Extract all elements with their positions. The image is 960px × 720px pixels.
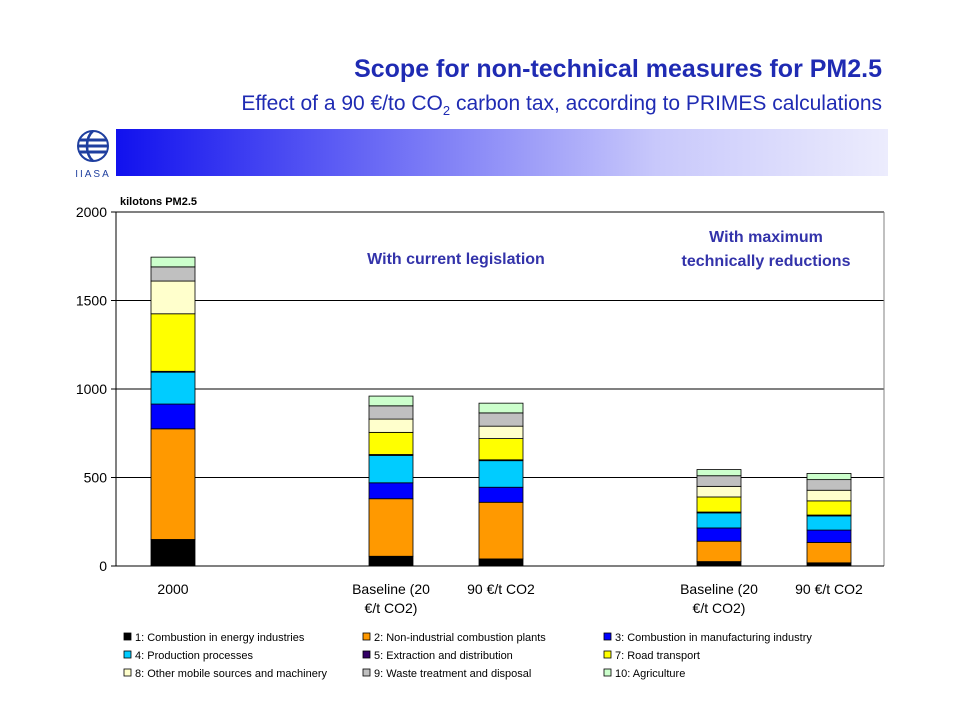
- bar-segment: [696, 512, 742, 529]
- legend-swatch: [603, 632, 612, 641]
- bar-segment: [806, 515, 852, 531]
- subtitle-pre: Effect of a 90 €/to CO: [241, 92, 443, 115]
- bar-segment: [368, 498, 414, 557]
- x-tick-label: Baseline (20: [352, 581, 430, 597]
- bar-segment: [806, 473, 852, 481]
- bar-segment: [368, 431, 414, 455]
- y-axis-label: kilotons PM2.5: [120, 196, 197, 208]
- bar-segment: [806, 542, 852, 564]
- bar-segment: [150, 266, 196, 282]
- legend-entry: 10: Agriculture: [615, 668, 685, 680]
- legend-swatch: [362, 668, 371, 677]
- bar-segment: [478, 486, 524, 503]
- legend-swatch: [123, 632, 132, 641]
- bar-segment: [696, 469, 742, 477]
- slide-subtitle: Effect of a 90 €/to CO2 carbon tax, acco…: [241, 92, 882, 118]
- legend-entry: 1: Combustion in energy industries: [135, 632, 305, 644]
- legend-swatch: [603, 650, 612, 659]
- bar-segment: [368, 418, 414, 433]
- y-tick-label: 1000: [76, 381, 107, 397]
- bar-segment: [478, 558, 524, 567]
- legend-swatch: [362, 650, 371, 659]
- y-tick-label: 500: [84, 470, 108, 486]
- bar-segment: [150, 256, 196, 268]
- x-tick-label: 90 €/t CO2: [467, 581, 535, 597]
- bar-segment: [150, 371, 196, 405]
- bar-segment: [368, 555, 414, 567]
- bar-segment: [150, 313, 196, 372]
- logo-text: IIASA: [75, 169, 111, 180]
- bar-segment: [368, 405, 414, 420]
- y-tick-label: 0: [99, 558, 107, 574]
- legend-entry: 3: Combustion in manufacturing industry: [615, 632, 812, 644]
- bar-segment: [150, 403, 196, 430]
- legend-entry: 4: Production processes: [135, 650, 254, 662]
- legend-swatch: [123, 668, 132, 677]
- annotation-max-reductions: technically reductions: [682, 253, 851, 270]
- header-banner: [116, 129, 888, 176]
- subtitle-post: carbon tax, according to PRIMES calculat…: [450, 92, 882, 115]
- legend-entry: 7: Road transport: [615, 650, 700, 662]
- legend-entry: 9: Waste treatment and disposal: [374, 668, 531, 680]
- legend-entry: 5: Extraction and distribution: [374, 650, 513, 662]
- bar-segment: [368, 454, 414, 484]
- legend-entry: 2: Non-industrial combustion plants: [374, 632, 546, 644]
- bar-segment: [696, 496, 742, 513]
- legend-entry: 8: Other mobile sources and machinery: [135, 668, 327, 680]
- bar-segment: [478, 412, 524, 427]
- bar-segment: [696, 527, 742, 542]
- bar-segment: [150, 280, 196, 315]
- subtitle-subscript: 2: [442, 103, 451, 119]
- legend-swatch: [362, 632, 371, 641]
- x-tick-label: Baseline (20: [680, 581, 758, 597]
- bar-segment: [696, 561, 742, 567]
- bar-segment: [368, 482, 414, 500]
- x-tick-label: €/t CO2): [693, 600, 746, 616]
- bar-segment: [696, 475, 742, 487]
- bar-segment: [478, 425, 524, 439]
- slide-title: Scope for non-technical measures for PM2…: [354, 55, 882, 83]
- y-tick-label: 2000: [76, 204, 107, 220]
- y-tick-label: 1500: [76, 293, 107, 309]
- legend-swatch: [603, 668, 612, 677]
- bar-segment: [806, 529, 852, 543]
- legend-swatch: [123, 650, 132, 659]
- bar-segment: [150, 539, 196, 567]
- bar-segment: [696, 540, 742, 562]
- bar-segment: [368, 395, 414, 407]
- bar-segment: [806, 489, 852, 502]
- x-tick-label: 2000: [157, 581, 188, 597]
- bar-segment: [478, 460, 524, 488]
- bar-segment: [806, 500, 852, 516]
- iiasa-logo: IIASA: [70, 128, 116, 180]
- annotation-max-reductions: With maximum: [709, 229, 823, 246]
- bar-segment: [696, 485, 742, 498]
- x-tick-label: 90 €/t CO2: [795, 581, 863, 597]
- bar-segment: [806, 479, 852, 491]
- globe-icon: IIASA: [75, 130, 111, 180]
- bar-segment: [150, 428, 196, 540]
- bar-segment: [478, 501, 524, 560]
- x-tick-label: €/t CO2): [365, 600, 418, 616]
- bar-segment: [478, 402, 524, 414]
- annotation-current-legislation: With current legislation: [367, 251, 545, 268]
- bar-segment: [478, 438, 524, 461]
